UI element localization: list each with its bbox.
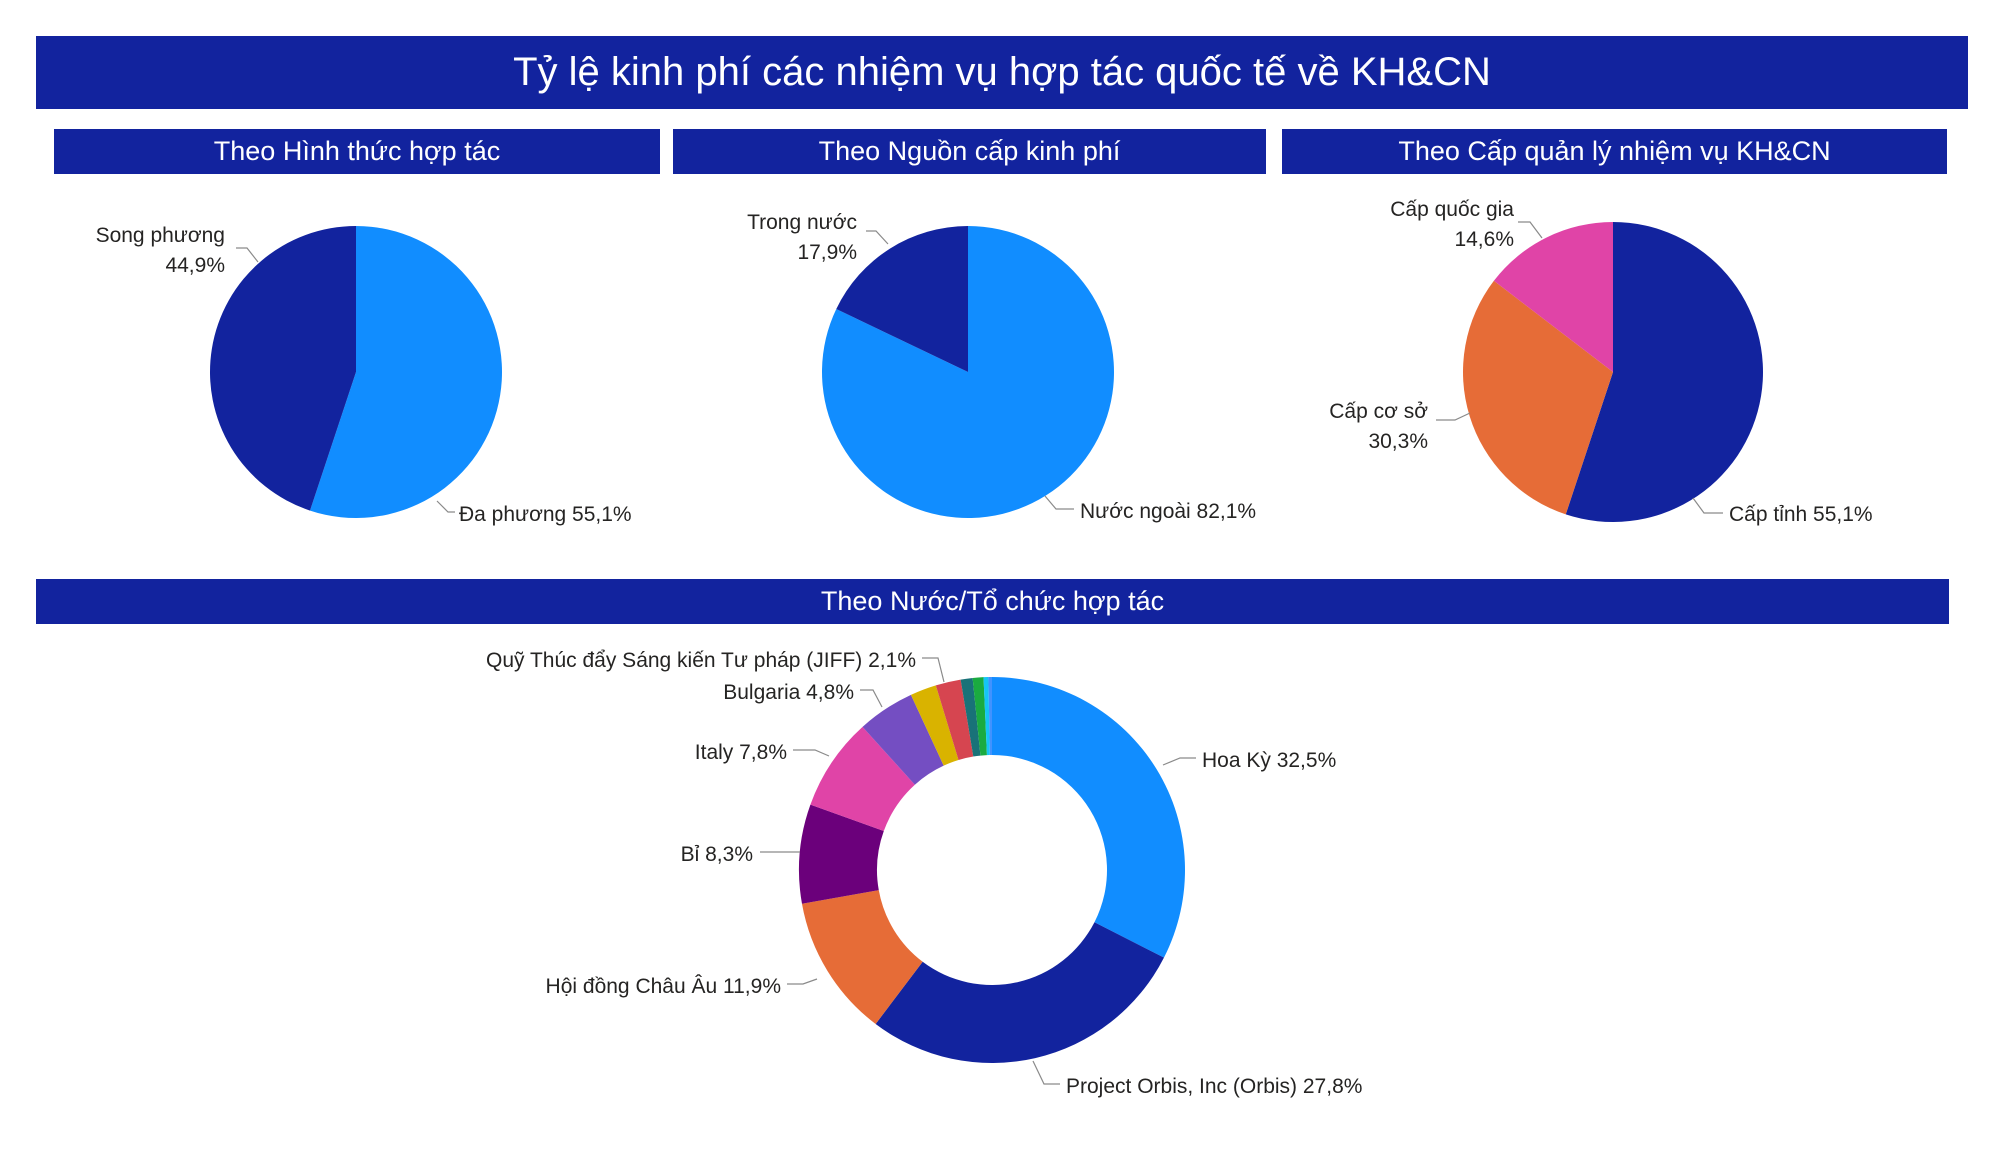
chart-3-slice-3[interactable] <box>798 804 884 904</box>
chart-1-label-0: Nước ngoài 82,1% <box>1080 500 1256 523</box>
chart-2-label-2-label: Cấp quốc gia <box>1390 198 1514 221</box>
chart-3-slice-10[interactable] <box>983 677 990 756</box>
chart-0-leader-0 <box>436 500 455 513</box>
chart-3-slice-4[interactable] <box>810 726 915 832</box>
section-title-funding-source: Theo Nguồn cấp kinh phí <box>673 129 1266 174</box>
chart-0-leader-1 <box>236 247 259 263</box>
chart-3-label-5: Bulgaria 4,8% <box>723 681 854 704</box>
chart-1-leader-0 <box>1044 495 1074 510</box>
chart-3-label-0: Hoa Kỳ 32,5% <box>1202 749 1336 772</box>
chart-3-slice-2[interactable] <box>801 890 923 1024</box>
chart-3-leader-2 <box>787 978 818 985</box>
section-title-management-level: Theo Cấp quản lý nhiệm vụ KH&CN <box>1282 129 1947 174</box>
chart-3-label-7: Quỹ Thúc đẩy Sáng kiến Tư pháp (JIFF) 2,… <box>486 649 916 672</box>
chart-3-leader-4 <box>793 749 830 757</box>
chart-2-label-1-value: 30,3% <box>1368 430 1428 453</box>
chart-3-label-4: Italy 7,8% <box>695 741 787 764</box>
chart-1-slice-1[interactable] <box>836 226 968 372</box>
chart-0-slice-1[interactable] <box>210 226 356 511</box>
chart-2-label-0: Cấp tỉnh 55,1% <box>1729 503 1873 526</box>
chart-3-leader-1 <box>1032 1060 1060 1085</box>
chart-3-slice-7[interactable] <box>935 679 974 760</box>
chart-3-label-1: Project Orbis, Inc (Orbis) 27,8% <box>1066 1075 1362 1098</box>
chart-3-label-2: Hội đồng Châu Âu 11,9% <box>546 975 781 998</box>
chart-3-slice-11[interactable] <box>988 677 992 756</box>
chart-0-label-1-value: 44,9% <box>165 254 225 277</box>
section-title-cooperation-form: Theo Hình thức hợp tác <box>54 129 660 174</box>
dashboard-title: Tỷ lệ kinh phí các nhiệm vụ hợp tác quốc… <box>36 36 1968 109</box>
chart-2-label-1-label: Cấp cơ sở <box>1329 400 1428 423</box>
chart-1-leader-1 <box>866 230 889 245</box>
chart-3-slice-6[interactable] <box>910 685 959 766</box>
chart-1-label-1-label: Trong nước <box>747 211 857 234</box>
chart-0-label-1-label: Song phương <box>96 224 225 247</box>
chart-3-slice-9[interactable] <box>972 677 987 756</box>
chart-3-leader-7 <box>922 657 945 683</box>
chart-2-label-2-value: 14,6% <box>1454 228 1514 251</box>
chart-3-slice-5[interactable] <box>862 694 944 785</box>
chart-0-label-0: Đa phương 55,1% <box>459 503 632 526</box>
chart-2-leader-2 <box>1518 221 1543 239</box>
chart-2-leader-1 <box>1436 412 1471 421</box>
chart-0-slice-0[interactable] <box>310 226 503 518</box>
chart-3-leader-0 <box>1162 757 1196 766</box>
chart-3-slice-1[interactable] <box>875 922 1164 1063</box>
chart-3-slice-0[interactable] <box>992 677 1185 958</box>
chart-2-leader-0 <box>1692 497 1723 514</box>
chart-2-slice-2[interactable] <box>1493 222 1613 372</box>
chart-3-label-3: Bỉ 8,3% <box>681 843 753 866</box>
chart-3-slice-8[interactable] <box>960 677 981 757</box>
chart-2-slice-0[interactable] <box>1565 222 1763 522</box>
chart-1-label-1-value: 17,9% <box>797 241 857 264</box>
section-title-partner-country: Theo Nước/Tổ chức hợp tác <box>36 579 1949 624</box>
chart-3-leader-5 <box>860 689 883 708</box>
chart-2-slice-1[interactable] <box>1463 280 1613 515</box>
